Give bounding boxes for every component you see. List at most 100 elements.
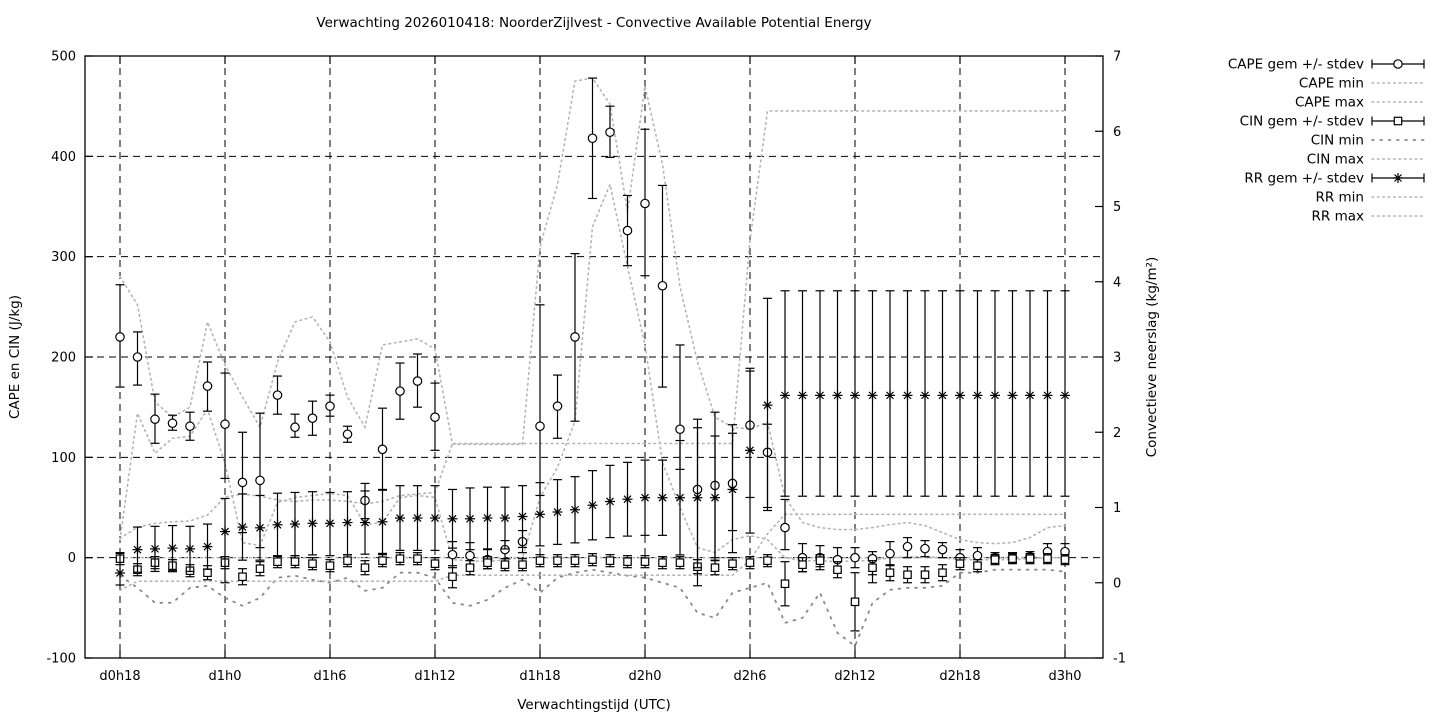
series-cape-gem-errorbars (115, 77, 1070, 587)
rr-point (238, 523, 247, 531)
x-tick-label: d3h0 (1048, 669, 1081, 684)
cin-point (815, 556, 825, 565)
cin-point (780, 579, 790, 589)
cape-point (570, 332, 580, 342)
rr-point (1026, 391, 1034, 400)
cin-point (553, 556, 562, 565)
y-tick-label: 100 (51, 451, 76, 466)
legend-item-rr-min: RR min (1315, 190, 1425, 206)
cin-point (343, 556, 352, 565)
rr-point (133, 545, 142, 554)
cin-point (658, 558, 667, 567)
rr-point (693, 493, 702, 502)
rr-point (518, 512, 527, 521)
cin-point (798, 560, 807, 569)
y2-tick-label: 5 (1113, 200, 1121, 215)
rr-point (956, 391, 964, 400)
cin-point (395, 554, 405, 563)
rr-point (606, 497, 614, 506)
cape-point (412, 376, 423, 386)
cape-point (622, 225, 633, 236)
cape-point (972, 550, 983, 561)
cape-point (920, 543, 930, 554)
series-rr-gem-errorbars (115, 290, 1070, 586)
x-tick-label: d2h6 (733, 669, 766, 684)
legend-label: RR min (1315, 190, 1364, 206)
cin-point (728, 559, 737, 568)
rr-point (588, 501, 597, 510)
cape-point (220, 419, 230, 430)
rr-point (641, 493, 649, 502)
y2-tick-label: 6 (1113, 125, 1121, 140)
rr-point (413, 514, 422, 522)
legend-label: CAPE gem +/- stdev (1228, 57, 1364, 73)
y-tick-label: -100 (46, 652, 76, 667)
cin-point (903, 570, 912, 580)
cape-point (1393, 59, 1403, 69)
rr-point (273, 520, 282, 529)
legend-item-cin-gem-stdev: CIN gem +/- stdev (1240, 114, 1425, 130)
cape-point (657, 280, 668, 291)
rr-point (186, 544, 194, 553)
cin-point (448, 572, 457, 582)
cin-point (763, 556, 772, 565)
x-tick-label: d1h12 (414, 669, 455, 684)
legend-label: RR max (1312, 209, 1364, 225)
rr-point (1394, 174, 1402, 182)
cape-point (115, 332, 125, 342)
legend-label: CIN max (1307, 152, 1364, 168)
legend-label: CAPE min (1299, 76, 1364, 92)
rr-point (203, 542, 212, 551)
cape-point (150, 414, 160, 425)
legend-item-cape-min: CAPE min (1299, 76, 1425, 92)
x-tick-label: d2h18 (939, 669, 980, 684)
cin-point (378, 556, 387, 565)
y2-tick-label: 2 (1113, 426, 1121, 441)
cin-point (973, 561, 982, 570)
cin-point (955, 559, 965, 568)
rr-point (903, 391, 912, 400)
rr-point (168, 544, 177, 553)
rr-point (431, 514, 439, 522)
x-tick-label: d2h0 (628, 669, 661, 684)
cin-point (308, 559, 317, 568)
cin-point (1060, 555, 1070, 564)
rr-point (326, 519, 334, 528)
rr-point (938, 391, 947, 400)
cape-point (605, 127, 615, 138)
cin-point (273, 557, 282, 566)
cape-point (780, 522, 790, 533)
rr-point (308, 519, 317, 528)
cin-point (1043, 554, 1052, 563)
rr-point (623, 495, 632, 504)
cape-point (430, 412, 440, 422)
y-tick-label: 0 (68, 551, 76, 566)
rr-point (658, 493, 667, 502)
rr-point (396, 514, 404, 522)
cin-point (605, 556, 615, 565)
rr-point (501, 514, 509, 522)
cape-point (132, 352, 143, 362)
y-tick-label: 300 (51, 250, 76, 265)
axis-ticks (85, 55, 1103, 659)
cin-point (640, 557, 650, 566)
cin-point (990, 555, 1000, 564)
tick-labels: 500 400 300 200 100 0 -100 7 6 5 4 3 2 1 0 -1 d0h18 d1h0 d… (46, 50, 1125, 685)
legend-item-cape-gem-stdev: CAPE gem +/- stdev (1228, 57, 1425, 73)
y2-tick-label: 7 (1113, 50, 1121, 65)
rr-point (116, 569, 124, 577)
y-tick-label: 400 (51, 150, 76, 165)
rr-point (746, 446, 754, 455)
cape-point (185, 421, 195, 432)
cape-point (535, 421, 545, 432)
y-axis-label: CAPE en CIN (J/kg) (7, 295, 23, 419)
cin-point (1008, 554, 1017, 563)
y2-tick-label: 0 (1113, 576, 1121, 591)
rr-point (728, 485, 737, 494)
legend-item-rr-max: RR max (1312, 209, 1425, 225)
legend-label: CIN gem +/- stdev (1240, 114, 1364, 130)
rr-point (448, 514, 457, 523)
cin-point (920, 570, 930, 580)
